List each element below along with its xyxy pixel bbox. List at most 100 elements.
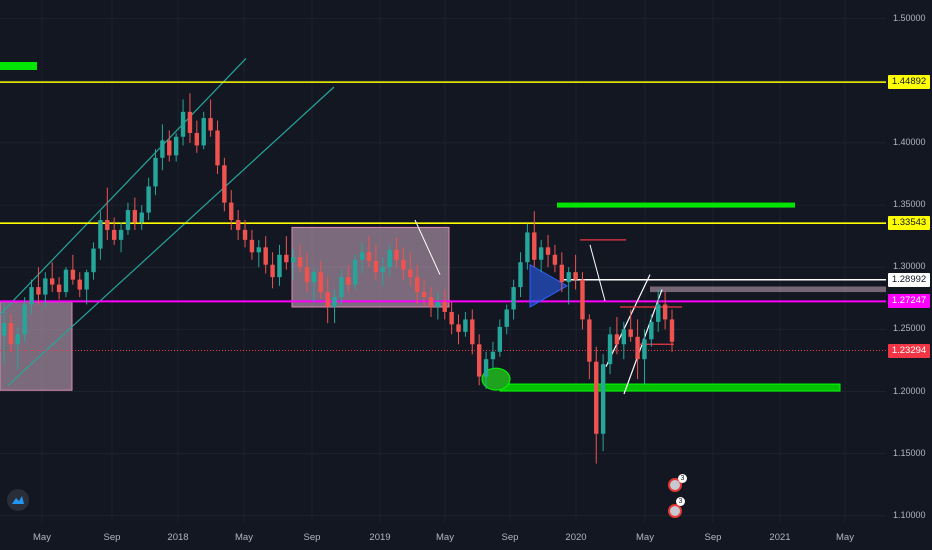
candle-body <box>525 232 530 263</box>
candle-body <box>311 272 317 283</box>
candle-body <box>229 202 234 220</box>
trend-line <box>589 244 606 301</box>
candle-body <box>84 272 89 290</box>
candle-body <box>662 304 668 320</box>
candle-body <box>160 140 165 158</box>
candle-body <box>98 219 103 249</box>
candle-body <box>373 261 379 273</box>
candle-body <box>594 361 599 434</box>
candle-body <box>56 284 62 293</box>
tradingview-logo[interactable] <box>7 489 29 511</box>
support-zone <box>0 62 37 70</box>
calendar-event-flag-icon[interactable] <box>668 504 682 518</box>
candle-body <box>518 262 523 288</box>
ray-zone <box>650 286 886 293</box>
candle-body <box>222 165 227 203</box>
time-tick-label: 2020 <box>565 532 587 543</box>
trend-line <box>414 219 441 275</box>
candle-body <box>325 292 330 307</box>
time-tick-label: May <box>636 532 654 543</box>
price-tick-label: 1.15000 <box>893 447 926 458</box>
candle-body <box>50 278 55 285</box>
candle-body <box>621 329 626 345</box>
candle-body <box>249 239 255 253</box>
trend-line <box>605 274 651 367</box>
candle-body <box>649 321 654 340</box>
candle-body <box>91 248 96 273</box>
highlight-ellipse <box>481 367 511 391</box>
candle-body <box>628 329 633 337</box>
candle-body <box>504 309 509 327</box>
candle-body <box>318 272 323 293</box>
candle-body <box>146 186 151 213</box>
candle-body <box>614 334 620 345</box>
candle-body <box>408 269 413 278</box>
candle-body <box>270 264 275 278</box>
candle-body <box>669 319 675 342</box>
candle-body <box>442 302 447 312</box>
price-tick-label: 1.50000 <box>893 12 926 23</box>
candle-body <box>153 157 158 187</box>
candle-body <box>359 252 365 260</box>
candle-body <box>566 272 571 283</box>
price-level-tag: 1.23294 <box>888 343 930 358</box>
time-tick-label: Sep <box>501 532 519 543</box>
price-tick-label: 1.30000 <box>893 261 926 272</box>
candle-body <box>394 249 399 260</box>
candle-body <box>538 247 544 260</box>
candle-body <box>77 279 82 290</box>
candle-body <box>656 304 661 322</box>
candle-body <box>173 136 179 156</box>
candle-body <box>167 140 172 156</box>
time-tick-label: 2019 <box>369 532 391 543</box>
candle-body <box>642 339 647 360</box>
candle-body <box>607 334 613 365</box>
time-tick-label: May <box>33 532 51 543</box>
candle-body <box>242 229 248 240</box>
candle-body <box>332 297 337 307</box>
candle-body <box>414 277 420 293</box>
time-tick-label: Sep <box>103 532 121 543</box>
time-tick-label: May <box>836 532 854 543</box>
candle-body <box>449 311 454 325</box>
price-tick-label: 1.35000 <box>893 199 926 210</box>
candle-body <box>470 319 475 345</box>
time-tick-label: 2021 <box>769 532 791 543</box>
candle-body <box>387 249 392 268</box>
price-tick-label: 1.25000 <box>893 323 926 334</box>
candle-body <box>483 359 489 377</box>
candle-body <box>180 111 186 137</box>
candle-body <box>1 323 7 336</box>
candle-body <box>304 267 310 283</box>
candle-body <box>587 319 592 362</box>
candle-body <box>545 247 551 255</box>
candle-body <box>552 254 558 265</box>
time-tick-label: May <box>436 532 454 543</box>
candle-body <box>428 297 434 307</box>
candle-body <box>70 269 76 280</box>
candle-body <box>277 254 282 278</box>
price-level-tag: 1.28992 <box>888 272 930 287</box>
candle-body <box>456 324 461 332</box>
candle-body <box>401 259 406 270</box>
price-level-tag: 1.44892 <box>888 75 930 90</box>
candle-body <box>194 132 200 146</box>
trend-channel-line <box>0 57 247 315</box>
candle-body <box>36 287 41 295</box>
candle-body <box>291 257 296 263</box>
time-tick-label: Sep <box>704 532 722 543</box>
trend-channel-line <box>7 86 335 386</box>
time-tick-label: 2018 <box>167 532 189 543</box>
candle-body <box>600 364 606 434</box>
candle-body <box>201 118 206 146</box>
candle-body <box>573 272 578 280</box>
price-level-tag: 1.27247 <box>888 294 930 309</box>
event-count-badge: 3 <box>678 474 687 483</box>
candle-body <box>476 344 482 377</box>
candle-body <box>235 219 241 230</box>
candle-body <box>256 247 262 253</box>
candle-body <box>339 277 344 298</box>
candle-body <box>297 257 303 268</box>
candle-body <box>366 252 372 261</box>
